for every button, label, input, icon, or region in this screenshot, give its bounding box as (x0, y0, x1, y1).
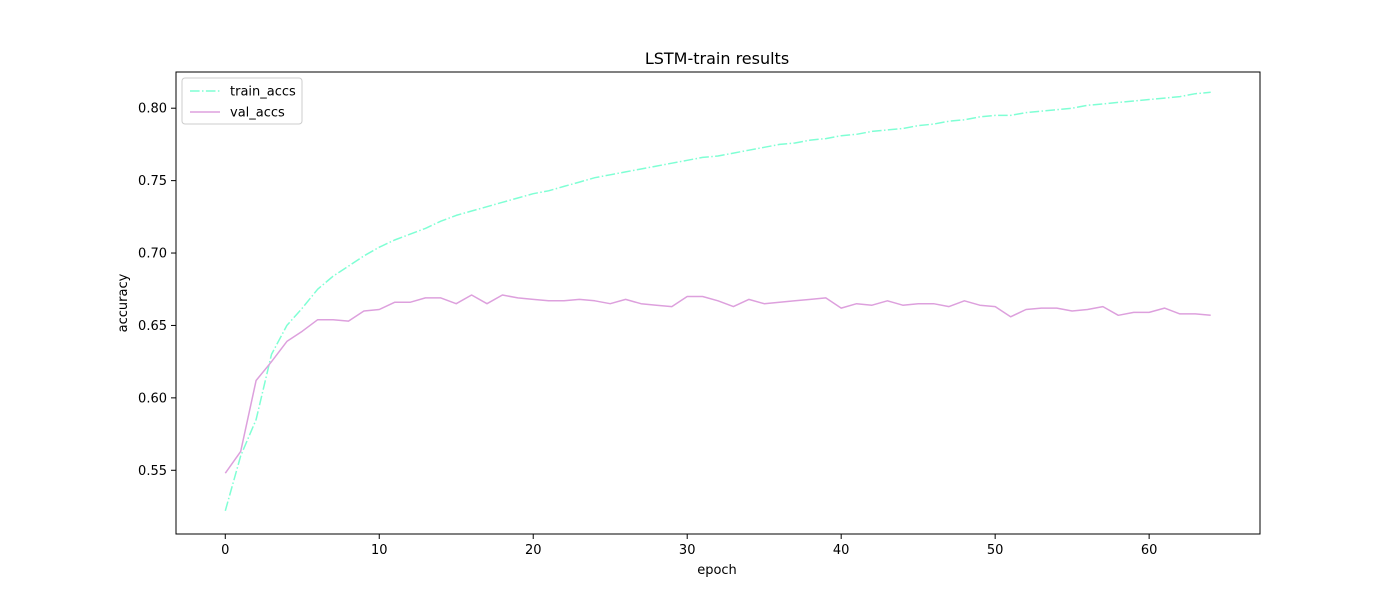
axes-frame (175, 71, 1261, 535)
x-tick-label: 50 (987, 543, 1004, 558)
x-tick-label: 30 (679, 543, 696, 558)
plot-area (224, 91, 1211, 512)
chart-title: LSTM-train results (645, 49, 789, 68)
series-line-val-accs (224, 294, 1211, 474)
x-tick-label: 40 (833, 543, 850, 558)
y-axis-label: accuracy (116, 273, 131, 332)
x-tick-label: 10 (371, 543, 388, 558)
legend-label-val-accs: val_accs (230, 106, 285, 121)
axes: 0 10 20 30 40 50 60 0.55 0.60 0.65 0.70 0.75 0.80 (138, 71, 1261, 558)
y-tick-label: 0.80 (138, 102, 167, 117)
x-tick-label: 20 (525, 543, 542, 558)
legend-label-train-accs: train_accs (230, 85, 296, 100)
legend: train_accs val_accs (181, 77, 303, 125)
x-axis-label: epoch (697, 563, 737, 578)
series-line-train-accs (224, 91, 1211, 512)
y-tick-label: 0.75 (138, 174, 167, 189)
y-tick-label: 0.55 (138, 464, 167, 479)
y-tick-label: 0.65 (138, 319, 167, 334)
x-tick-label: 60 (1141, 543, 1158, 558)
x-tick-label: 0 (221, 543, 229, 558)
y-tick-label: 0.70 (138, 247, 167, 262)
y-tick-label: 0.60 (138, 391, 167, 406)
